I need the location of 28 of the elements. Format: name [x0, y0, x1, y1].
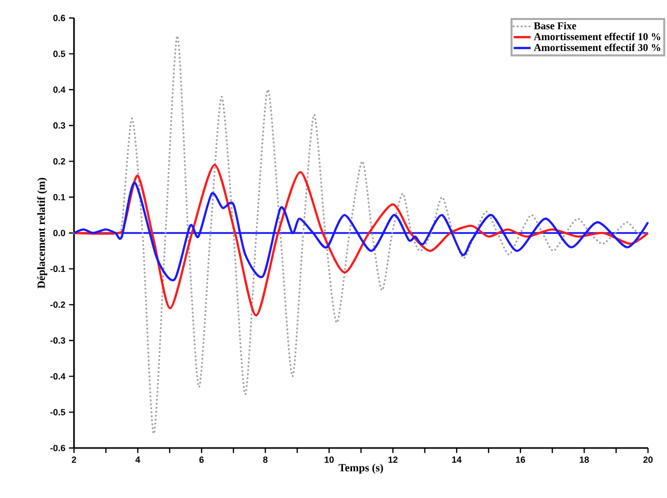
- x-axis-title: Temps (s): [338, 464, 383, 474]
- y-tick-label: 0.0: [53, 230, 66, 236]
- y-tick-label: 0.6: [53, 14, 66, 22]
- x-tick-label: 6: [199, 456, 204, 463]
- x-tick-label: 8: [263, 456, 268, 463]
- y-tick-label: 0.3: [53, 122, 66, 129]
- legend-label: Base Fixe: [534, 22, 576, 30]
- y-tick-label: 0.2: [53, 158, 66, 165]
- y-tick-label: 0.4: [53, 86, 66, 93]
- x-tick-label: 14: [452, 456, 462, 463]
- y-tick-label: -0.5: [50, 408, 66, 416]
- legend-label: Amortissement effectif 10 %: [534, 32, 660, 40]
- y-tick-label: -0.1: [50, 266, 66, 272]
- x-tick-label: 16: [516, 456, 526, 463]
- x-tick-label: 2: [72, 456, 76, 463]
- y-tick-label: 0.1: [53, 194, 66, 200]
- x-tick-label: 10: [324, 456, 334, 463]
- y-tick-label: -0.3: [50, 337, 66, 344]
- legend-label: Amortissement effectif 30 %: [534, 44, 660, 52]
- x-tick-label: 4: [135, 456, 140, 463]
- x-tick-label: 18: [580, 456, 589, 463]
- y-tick-label: -0.4: [50, 373, 66, 380]
- y-axis-title: Déplacement relatif (m): [37, 178, 48, 288]
- y-tick-label: 0.5: [53, 50, 66, 58]
- y-tick-label: -0.2: [50, 301, 66, 308]
- y-tick-label: -0.6: [50, 444, 66, 452]
- x-tick-label: 12: [388, 456, 398, 463]
- x-tick-label: 20: [643, 456, 653, 463]
